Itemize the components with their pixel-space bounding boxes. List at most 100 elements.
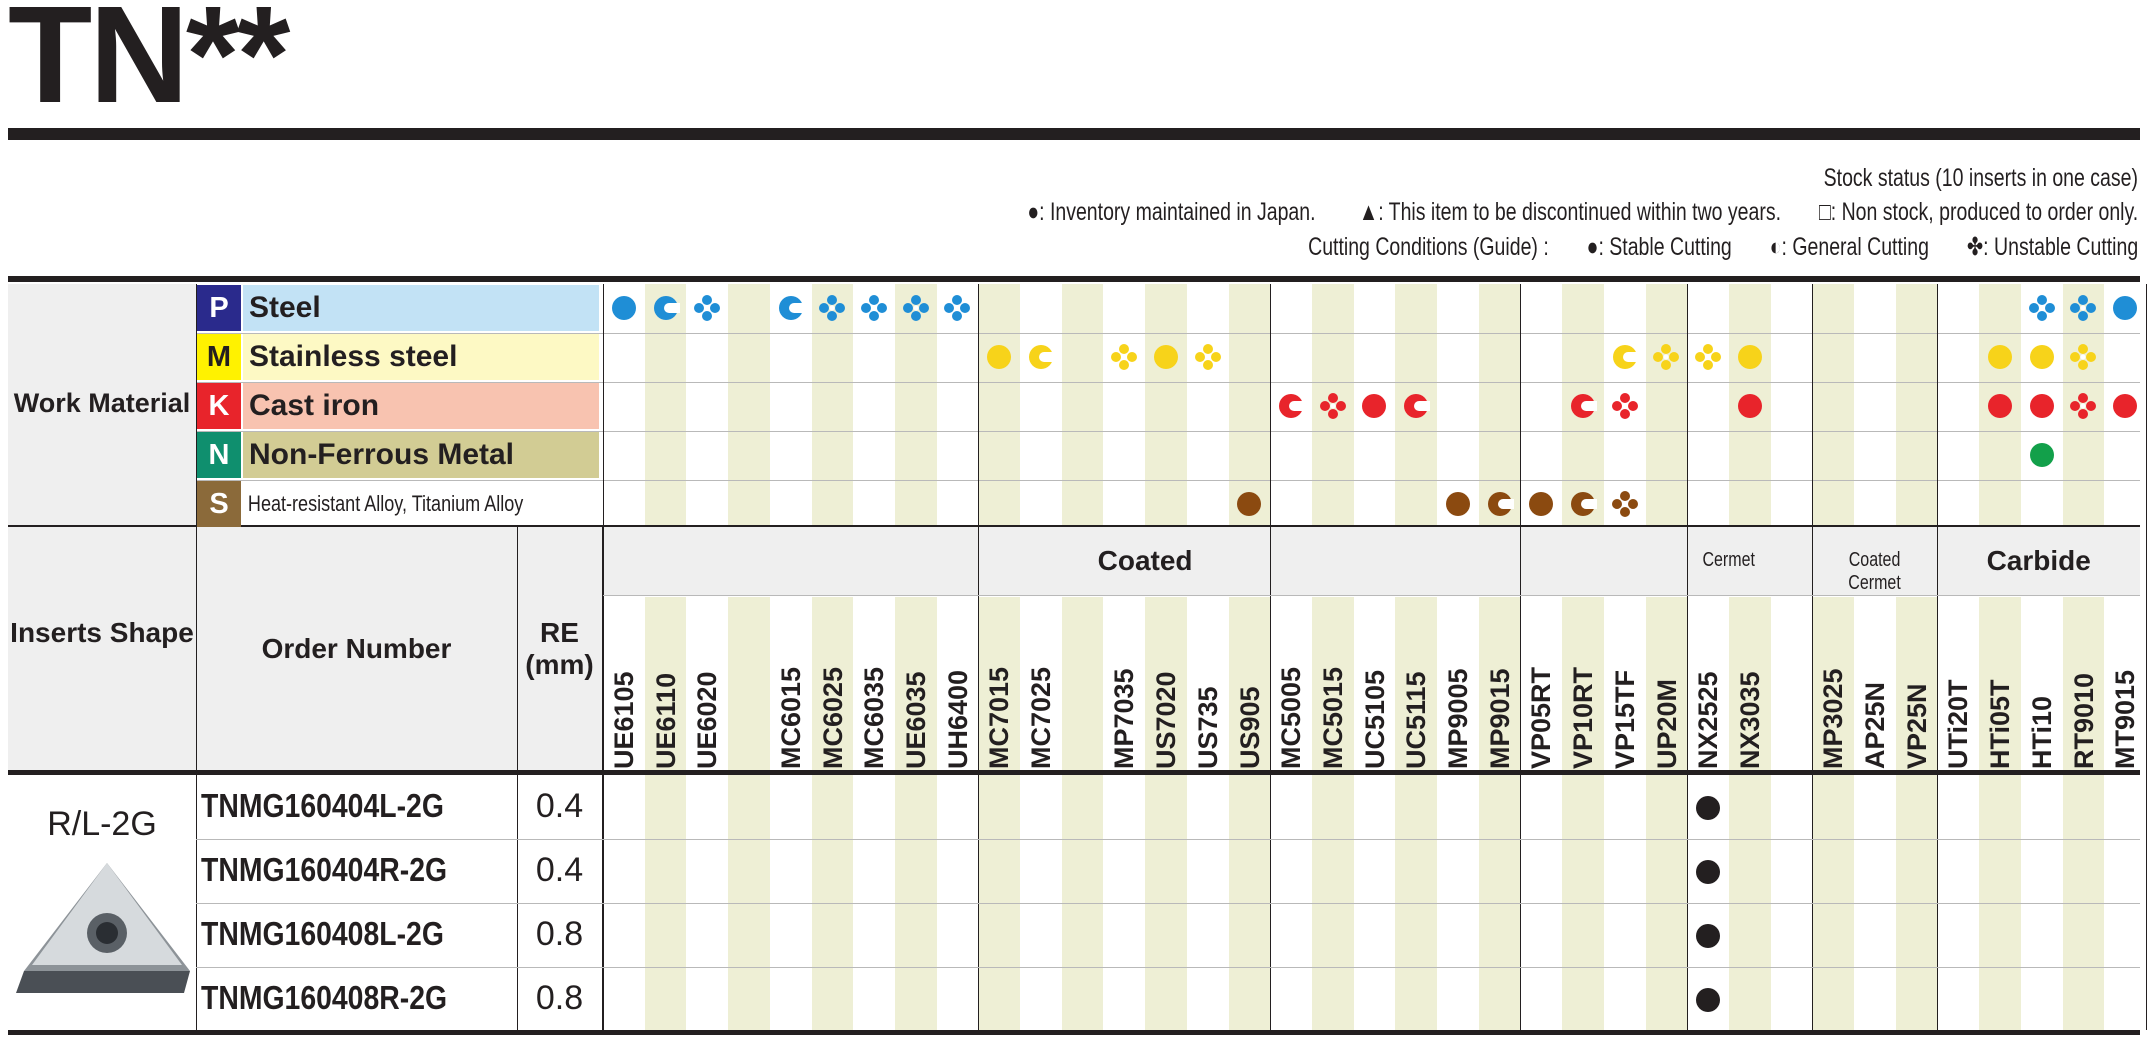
- grade-label: MC7025: [1026, 666, 1056, 769]
- material-name-k: Cast iron: [243, 383, 599, 429]
- shade-col: [1145, 284, 1187, 529]
- order-number: TNMG160404L-2G: [201, 787, 444, 824]
- legend-inventory: : Inventory maintained in Japan.: [1038, 198, 1316, 226]
- row-line: [196, 967, 2140, 968]
- re-value: 0.4: [535, 787, 584, 825]
- stable-cutting-icon: [1445, 492, 1470, 516]
- unstable-cutting-icon: [902, 295, 929, 321]
- legend-line-2: ●: Inventory maintained in Japan. ▲: Thi…: [1027, 198, 2138, 227]
- legend-discontinued: : This item to be discontinued within tw…: [1377, 198, 1781, 226]
- material-name-s: Heat-resistant Alloy, Titanium Alloy: [247, 491, 524, 516]
- group-divider: [2145, 284, 2147, 1030]
- material-name-m: Stainless steel: [243, 334, 599, 380]
- grade-label: MP9015: [1484, 668, 1515, 769]
- grade-label: MC6035: [859, 666, 890, 769]
- empty-square-icon: □: [1818, 198, 1831, 226]
- grade-label: UE6020: [692, 671, 723, 769]
- work-material-label: Work Material: [13, 388, 191, 418]
- grade-label: MC5015: [1317, 666, 1348, 769]
- grade-label: MP9005: [1443, 668, 1473, 769]
- stock-inventory-icon: [1696, 860, 1721, 884]
- unstable-cutting-icon: ✤: [1966, 233, 1983, 261]
- general-cutting-icon: [1612, 345, 1639, 369]
- shade-col: [1895, 597, 1938, 770]
- stable-cutting-icon: [2113, 394, 2138, 418]
- group-divider: [1937, 284, 1939, 1030]
- re-value: 0.4: [535, 851, 584, 889]
- header-re: RE (mm): [525, 617, 594, 680]
- shade-col: [1228, 597, 1271, 770]
- general-cutting-icon: [1279, 394, 1306, 418]
- grade-label: UTi20T: [1943, 679, 1974, 769]
- material-letter-m: M: [197, 334, 241, 380]
- divider: [196, 284, 197, 1030]
- group-divider: [603, 284, 604, 1030]
- shape-label: R/L-2G: [47, 805, 157, 843]
- grade-label: MC5005: [1276, 666, 1307, 769]
- shade-col: [811, 597, 854, 770]
- grade-label: MT9015: [2110, 669, 2141, 769]
- grade-label: VP10RT: [1568, 666, 1599, 769]
- general-cutting-icon: [653, 296, 680, 320]
- stable-cutting-icon: [1153, 345, 1178, 369]
- group-divider: [1270, 284, 1272, 1030]
- group-header-line: [603, 595, 2140, 596]
- material-name-n: Non-Ferrous Metal: [243, 432, 599, 478]
- unstable-cutting-icon: [2070, 393, 2097, 419]
- shade-col: [644, 284, 687, 529]
- grade-label: UE6035: [900, 671, 931, 769]
- shade-col: [1979, 597, 2021, 770]
- work-material-cell: [8, 284, 196, 529]
- shade-col: [1061, 597, 1104, 770]
- unstable-cutting-icon: [1194, 344, 1221, 370]
- group-header-carbide: Carbide: [1986, 545, 2091, 576]
- shade-col: [728, 597, 770, 770]
- stable-cutting-icon: [1362, 394, 1387, 418]
- unstable-cutting-icon: [1695, 344, 1722, 370]
- shade-col: [1728, 597, 1771, 770]
- re-value: 0.8: [535, 979, 584, 1017]
- grade-label: UE6105: [609, 671, 639, 769]
- general-cutting-icon: [1028, 345, 1055, 369]
- divider: [602, 527, 603, 1030]
- shade-col: [1145, 597, 1187, 770]
- order-number: TNMG160408L-2G: [201, 915, 444, 952]
- grade-label: MC6015: [775, 666, 806, 769]
- legend-unstable: : Unstable Cutting: [1982, 233, 2138, 261]
- grade-label: HTi05T: [1985, 679, 2016, 769]
- material-name-p: Steel: [243, 285, 599, 331]
- legend-stock-status: Stock status (10 inserts in one case): [1823, 164, 2138, 192]
- shade-col: [1562, 597, 1604, 770]
- general-cutting-icon: ◐: [1769, 233, 1782, 261]
- grade-label: MC6025: [817, 666, 848, 769]
- group-divider: [1687, 284, 1689, 1030]
- group-divider: [1812, 284, 1814, 1030]
- grade-label: UP20M: [1651, 678, 1682, 769]
- stable-cutting-icon: [1987, 394, 2012, 418]
- unstable-cutting-icon: [819, 295, 846, 321]
- order-number: TNMG160408R-2G: [201, 979, 448, 1016]
- grade-label: US7020: [1151, 671, 1182, 769]
- unstable-cutting-icon: [1111, 344, 1138, 370]
- grade-label: RT9010: [2068, 672, 2099, 769]
- grade-label: VP25N: [1901, 683, 1932, 769]
- shade-col: [1645, 284, 1688, 529]
- row-line: [196, 839, 2140, 840]
- grade-label: NX2525: [1693, 671, 1724, 769]
- grade-label: US735: [1192, 686, 1223, 769]
- material-letter-n: N: [197, 432, 241, 478]
- page-title: TN**: [8, 0, 290, 132]
- row-line: [197, 431, 2140, 432]
- legend-general: : General Cutting: [1781, 233, 1929, 261]
- shade-col: [2062, 597, 2105, 770]
- shade-col: [894, 284, 937, 529]
- grade-label: MC7015: [984, 666, 1015, 769]
- unstable-cutting-icon: [1653, 344, 1680, 370]
- group-header-coated-cermet: Coated Cermet: [1848, 549, 1902, 594]
- header-rule: [8, 770, 2140, 775]
- stock-inventory-icon: [1696, 796, 1721, 820]
- row-line: [196, 903, 2140, 904]
- stable-cutting-icon: [1987, 345, 2012, 369]
- grade-label: AP25N: [1860, 681, 1890, 769]
- material-letter-k: K: [197, 383, 241, 429]
